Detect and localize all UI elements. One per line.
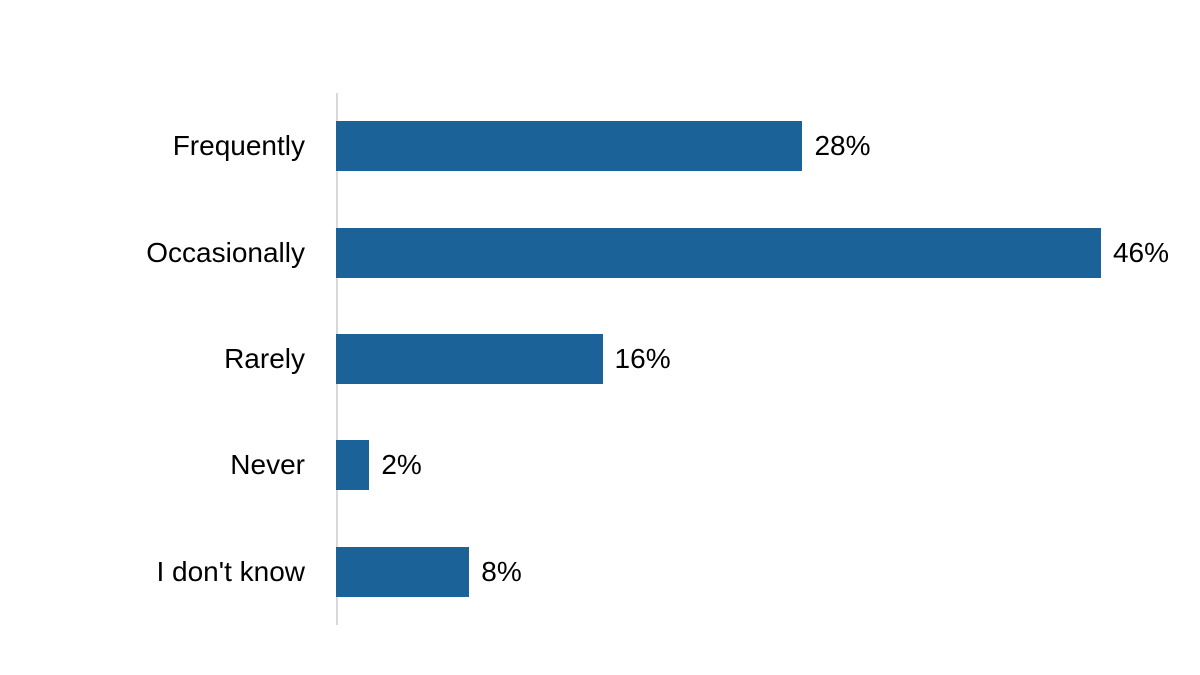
bar-area: 46% xyxy=(336,227,1169,278)
value-label: 28% xyxy=(814,130,871,162)
bar-row-i-dont-know: I don't know 8% xyxy=(0,519,1200,625)
bar-area: 2% xyxy=(336,440,1169,491)
bar-area: 8% xyxy=(336,546,1169,597)
bar xyxy=(336,227,1101,278)
bar xyxy=(336,121,803,172)
bar-chart: Frequently 28% Occasionally 46% Rarely 1… xyxy=(0,93,1200,625)
category-label: I don't know xyxy=(156,555,305,587)
bar-row-never: Never 2% xyxy=(0,412,1200,518)
value-label: 8% xyxy=(481,555,522,587)
chart-rows: Frequently 28% Occasionally 46% Rarely 1… xyxy=(0,93,1200,625)
category-label: Never xyxy=(230,449,305,481)
bar xyxy=(336,440,370,491)
bar xyxy=(336,334,603,385)
category-label: Rarely xyxy=(224,343,305,375)
value-label: 2% xyxy=(381,449,422,481)
value-label: 16% xyxy=(614,343,671,375)
category-label: Frequently xyxy=(172,130,305,162)
bar-area: 16% xyxy=(336,334,1169,385)
value-label: 46% xyxy=(1112,236,1169,268)
bar-row-frequently: Frequently 28% xyxy=(0,93,1200,199)
bar-row-occasionally: Occasionally 46% xyxy=(0,199,1200,305)
bar-area: 28% xyxy=(336,121,1169,172)
category-label: Occasionally xyxy=(146,236,305,268)
bar-row-rarely: Rarely 16% xyxy=(0,306,1200,412)
bar xyxy=(336,546,470,597)
